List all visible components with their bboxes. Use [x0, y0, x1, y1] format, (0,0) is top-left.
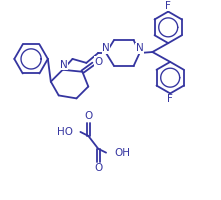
Text: N: N — [102, 43, 110, 53]
Text: F: F — [167, 94, 173, 104]
Text: N: N — [60, 60, 67, 70]
Text: OH: OH — [114, 148, 130, 158]
Text: F: F — [165, 1, 171, 11]
Text: O: O — [94, 57, 102, 67]
Text: HO: HO — [57, 127, 72, 137]
Text: N: N — [136, 43, 143, 53]
Text: O: O — [94, 163, 102, 173]
Text: O: O — [84, 111, 92, 121]
